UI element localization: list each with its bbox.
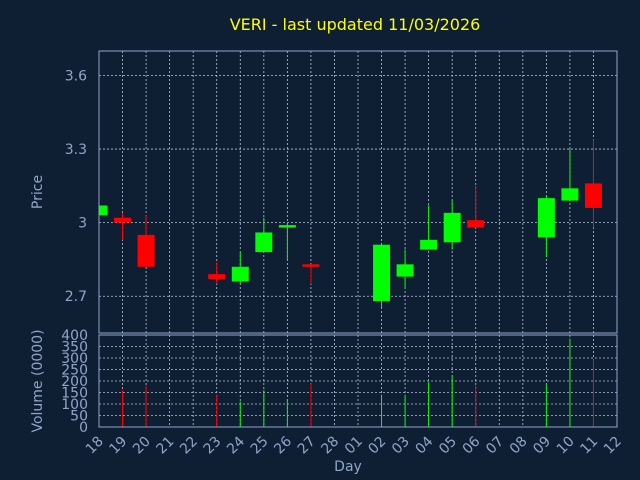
x-tick-label: 06	[460, 433, 484, 457]
volume-tick-label: 150	[61, 386, 88, 402]
candles	[98, 139, 602, 309]
candle-body	[584, 183, 602, 208]
volume-panel-frame	[98, 334, 618, 428]
price-tick-label: 3	[78, 216, 87, 232]
x-tick-label: 03	[389, 434, 413, 458]
volume-tick-label: 100	[61, 397, 88, 413]
x-axis-label: Day	[334, 459, 362, 475]
volume-tick-label: 400	[61, 328, 88, 344]
volume-grid	[99, 335, 617, 427]
volume-tick-label: 250	[61, 363, 88, 379]
candle-body	[302, 264, 320, 267]
candle-body	[208, 274, 226, 280]
chart-title: VERI - last updated 11/03/2026	[230, 15, 481, 34]
x-tick-labels: 18 19 20 21 22 23 24 25 26 27 28 01 02 03 04 05 06 07 08 09…	[83, 433, 625, 457]
volume-tick-label: 300	[61, 351, 88, 367]
price-panel-frame	[98, 50, 618, 334]
volume-tick-label: 0	[79, 420, 88, 436]
x-tick-label: 23	[201, 434, 225, 458]
candle-body	[420, 239, 438, 250]
volume-tick-label: 200	[61, 374, 88, 390]
price-tick-label: 3.3	[65, 142, 87, 158]
x-tick-label: 02	[365, 434, 389, 458]
candle-body	[561, 188, 579, 201]
candle-body	[114, 217, 132, 223]
x-tick-label: 04	[413, 433, 437, 457]
x-tick-label: 09	[530, 434, 554, 458]
x-tick-label: 10	[554, 434, 578, 458]
candle-body	[278, 225, 296, 228]
x-tick-label: 28	[318, 434, 342, 458]
volume-axis-label: Volume (0000)	[30, 329, 46, 432]
candle-body	[137, 234, 155, 267]
x-tick-label: 27	[295, 434, 319, 458]
x-tick-label: 19	[106, 434, 130, 458]
x-tick-label: 20	[130, 434, 154, 458]
candle-body	[255, 232, 273, 253]
x-tick-label: 12	[601, 434, 625, 458]
price-grid	[99, 51, 617, 333]
price-tick-label: 2.7	[65, 289, 87, 305]
x-tick-label: 05	[436, 434, 460, 458]
candle-body	[373, 244, 391, 302]
x-tick-label: 07	[483, 434, 507, 458]
x-tick-label: 26	[271, 433, 295, 457]
candle-body	[537, 198, 555, 238]
candle-body	[396, 264, 414, 277]
volume-tick-label: 350	[61, 340, 88, 356]
candle-body	[99, 205, 108, 216]
price-tick-labels: 2.7 3 3.3 3.6	[65, 69, 87, 306]
volume-tick-label: 50	[70, 409, 88, 425]
x-tick-label: 01	[342, 434, 366, 458]
x-tick-label: 22	[177, 434, 201, 458]
x-tick-label: 11	[577, 434, 601, 458]
x-tick-label: 18	[83, 434, 107, 458]
candle-body	[467, 220, 485, 228]
x-tick-label: 24	[224, 433, 248, 457]
volume-bars	[122, 338, 594, 427]
x-tick-label: 08	[507, 434, 531, 458]
candle-body	[231, 266, 249, 282]
x-tick-label: 25	[248, 434, 272, 458]
x-tick-label: 21	[154, 434, 178, 458]
price-axis-label: Price	[30, 175, 46, 209]
candle-body	[443, 212, 461, 243]
price-tick-label: 3.6	[65, 69, 87, 85]
